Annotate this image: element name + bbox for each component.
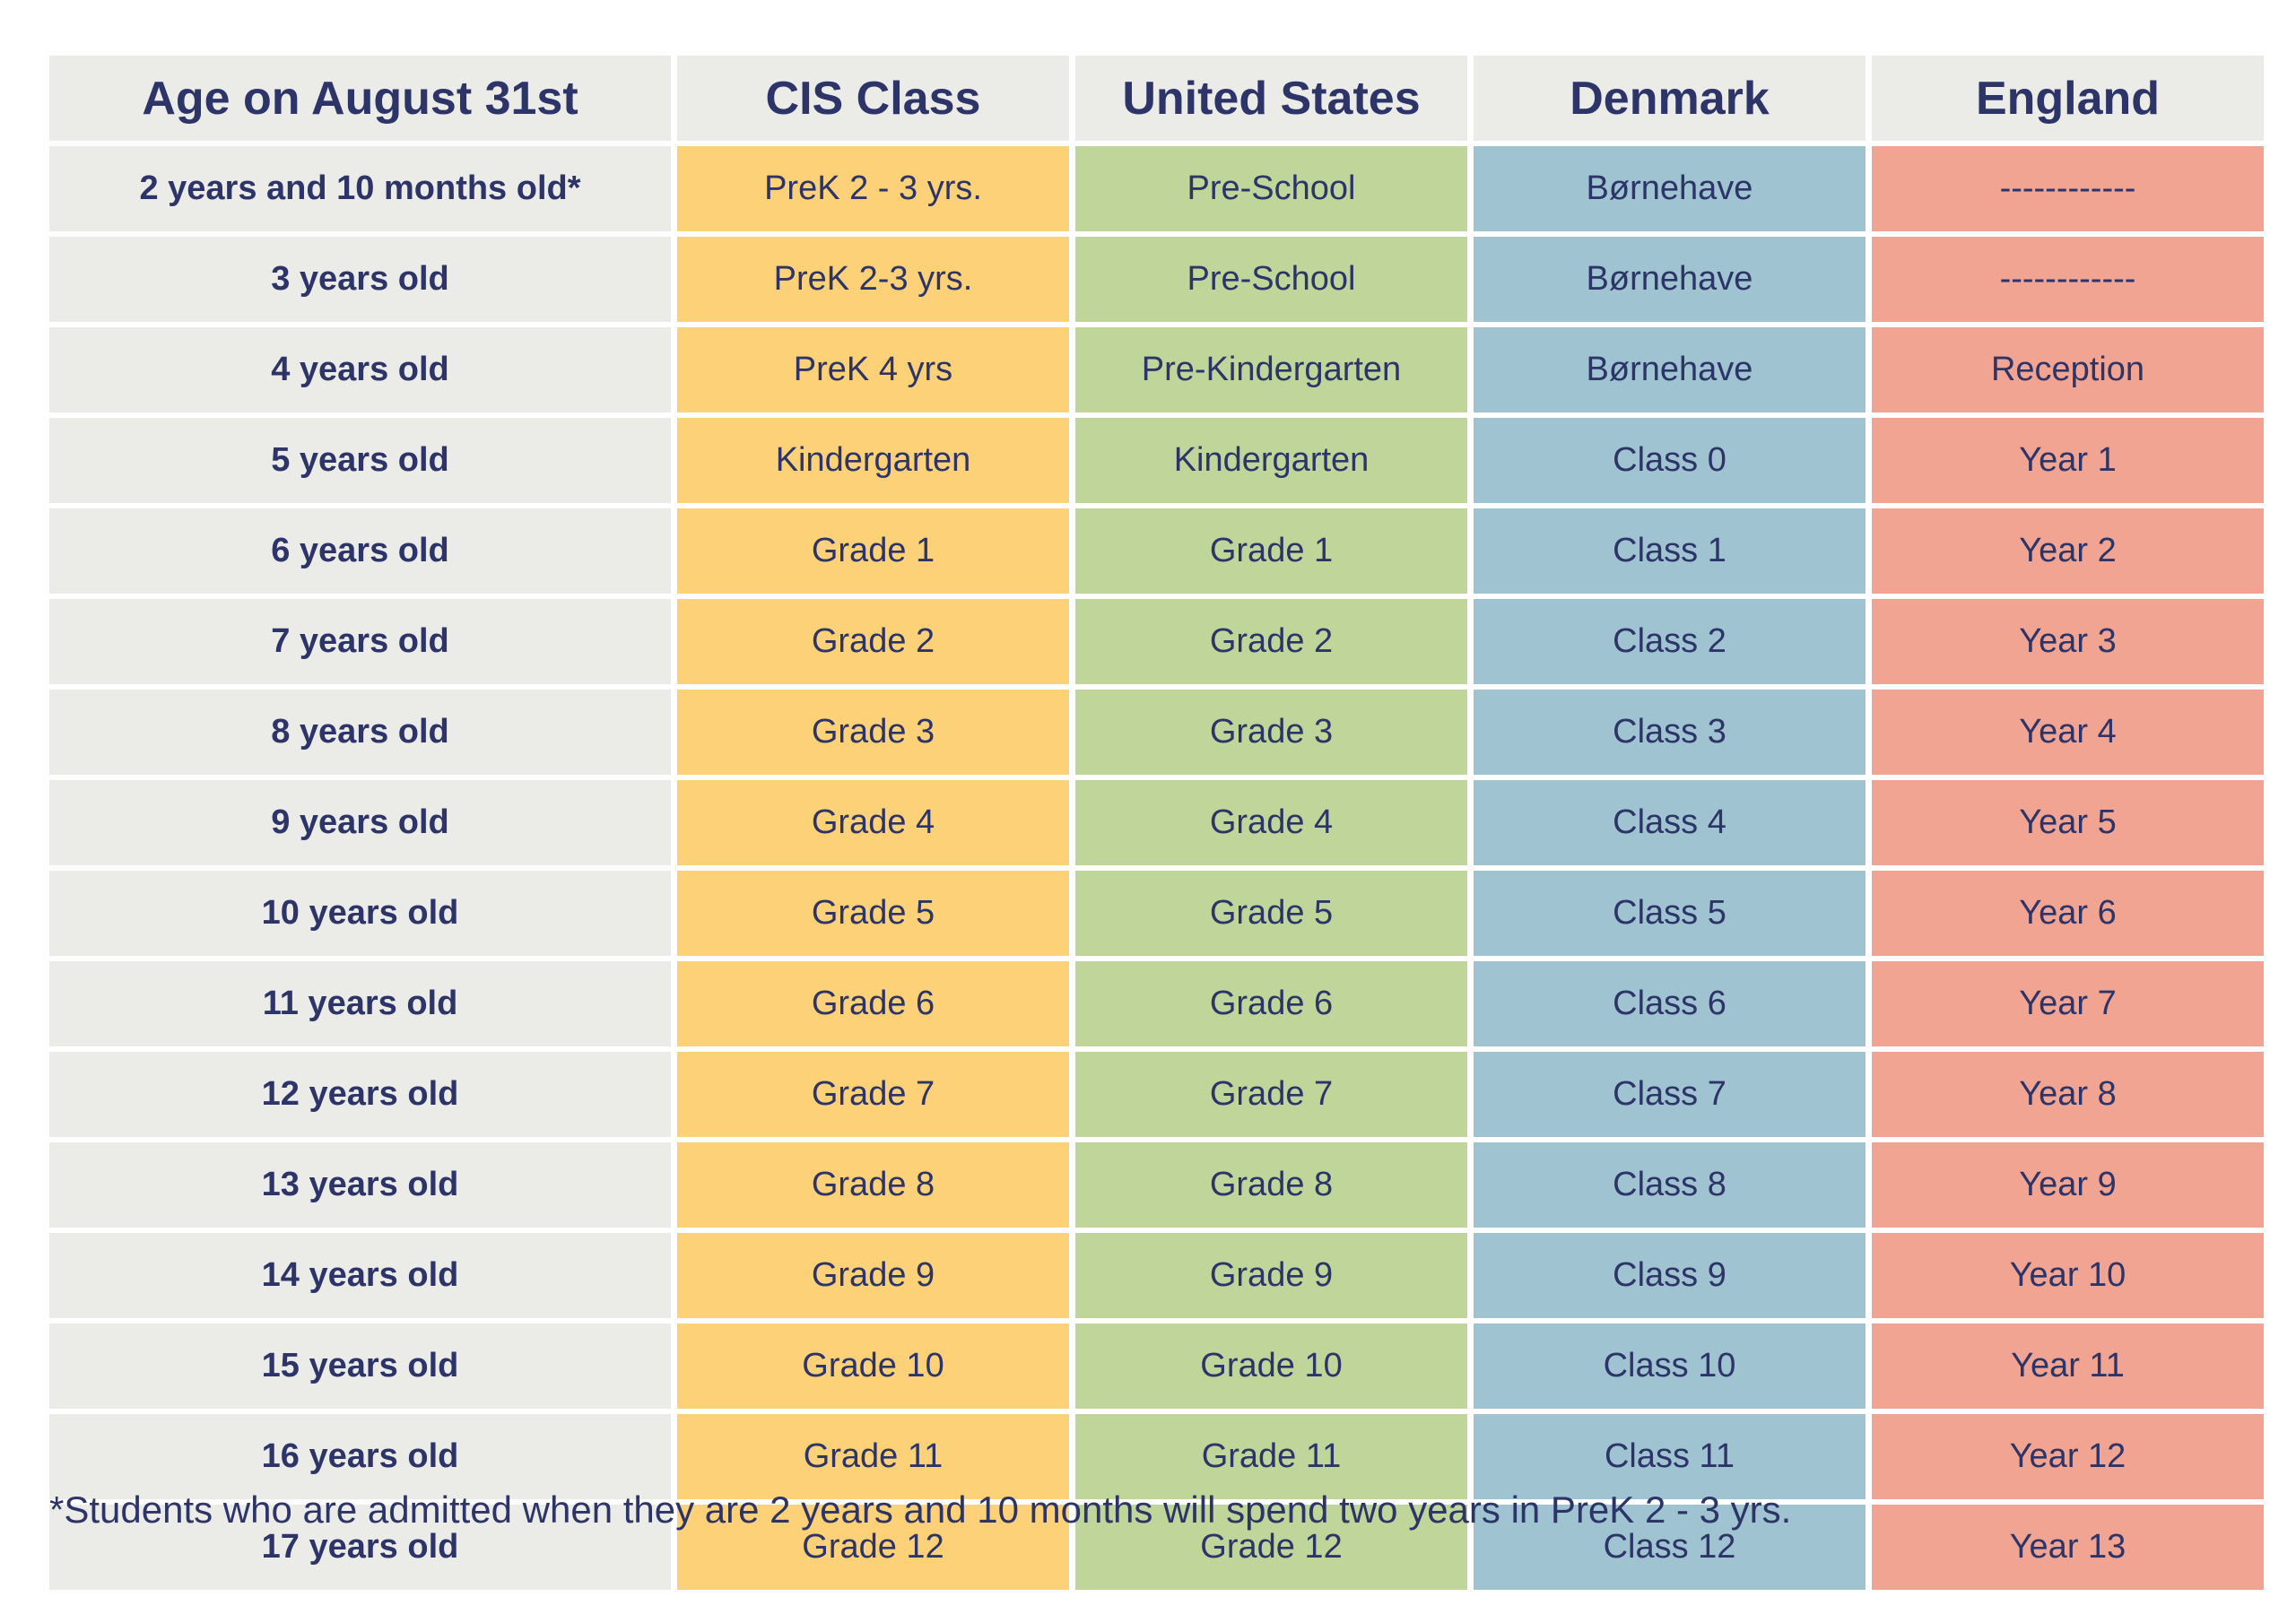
table-cell-cis: Grade 4: [677, 780, 1069, 865]
table-cell-en: Year 5: [1872, 780, 2264, 865]
table-cell-cis: Grade 9: [677, 1233, 1069, 1318]
column-header-age: Age on August 31st: [49, 56, 671, 141]
table-cell-age: 4 years old: [49, 327, 671, 412]
table-cell-age: 17 years old: [49, 1505, 671, 1590]
table-cell-age: 15 years old: [49, 1324, 671, 1409]
table-cell-cis: PreK 2 - 3 yrs.: [677, 146, 1069, 231]
table-cell-cis: Grade 12: [677, 1505, 1069, 1590]
table-cell-us: Grade 12: [1075, 1505, 1467, 1590]
table-cell-dk: Class 0: [1474, 418, 1866, 503]
table-cell-cis: Grade 2: [677, 599, 1069, 684]
footnote: *Students who are admitted when they are…: [49, 1488, 1792, 1531]
table-cell-en: Year 3: [1872, 599, 2264, 684]
table-cell-en: Year 8: [1872, 1052, 2264, 1137]
column-header-us: United States: [1075, 56, 1467, 141]
table-cell-us: Grade 4: [1075, 780, 1467, 865]
table-cell-cis: Grade 5: [677, 871, 1069, 956]
table-cell-dk: Class 6: [1474, 961, 1866, 1046]
table-cell-us: Grade 6: [1075, 961, 1467, 1046]
table-cell-dk: Class 10: [1474, 1324, 1866, 1409]
column-header-cis: CIS Class: [677, 56, 1069, 141]
table-cell-age: 8 years old: [49, 690, 671, 775]
table-cell-age: 10 years old: [49, 871, 671, 956]
table-cell-dk: Class 7: [1474, 1052, 1866, 1137]
table-cell-dk: Class 9: [1474, 1233, 1866, 1318]
table-cell-us: Pre-Kindergarten: [1075, 327, 1467, 412]
table-cell-us: Kindergarten: [1075, 418, 1467, 503]
table-cell-age: 7 years old: [49, 599, 671, 684]
table-cell-cis: Grade 11: [677, 1414, 1069, 1499]
table-cell-us: Grade 11: [1075, 1414, 1467, 1499]
table-cell-cis: PreK 4 yrs: [677, 327, 1069, 412]
table-cell-dk: Class 11: [1474, 1414, 1866, 1499]
table-cell-dk: Børnehave: [1474, 237, 1866, 322]
table-cell-dk: Class 5: [1474, 871, 1866, 956]
table-cell-us: Grade 9: [1075, 1233, 1467, 1318]
table-cell-en: Year 11: [1872, 1324, 2264, 1409]
table-cell-age: 3 years old: [49, 237, 671, 322]
table-cell-us: Pre-School: [1075, 237, 1467, 322]
table-cell-dk: Børnehave: [1474, 146, 1866, 231]
table-cell-us: Grade 8: [1075, 1142, 1467, 1228]
table-cell-us: Grade 3: [1075, 690, 1467, 775]
table-cell-dk: Class 1: [1474, 508, 1866, 594]
table-cell-cis: Grade 8: [677, 1142, 1069, 1228]
table-cell-dk: Class 3: [1474, 690, 1866, 775]
table-cell-en: Year 12: [1872, 1414, 2264, 1499]
table-cell-en: Year 2: [1872, 508, 2264, 594]
table-cell-us: Grade 5: [1075, 871, 1467, 956]
table-cell-us: Grade 1: [1075, 508, 1467, 594]
table-cell-cis: Grade 7: [677, 1052, 1069, 1137]
table-cell-en: Reception: [1872, 327, 2264, 412]
table-cell-us: Pre-School: [1075, 146, 1467, 231]
table-cell-age: 5 years old: [49, 418, 671, 503]
table-cell-en: Year 9: [1872, 1142, 2264, 1228]
table-cell-dk: Børnehave: [1474, 327, 1866, 412]
table-cell-cis: Grade 10: [677, 1324, 1069, 1409]
column-header-dk: Denmark: [1474, 56, 1866, 141]
table-cell-dk: Class 4: [1474, 780, 1866, 865]
table-cell-age: 16 years old: [49, 1414, 671, 1499]
table-cell-cis: Kindergarten: [677, 418, 1069, 503]
table-cell-en: Year 13: [1872, 1505, 2264, 1590]
table-cell-cis: PreK 2-3 yrs.: [677, 237, 1069, 322]
table-cell-us: Grade 10: [1075, 1324, 1467, 1409]
table-cell-age: 13 years old: [49, 1142, 671, 1228]
table-cell-en: Year 6: [1872, 871, 2264, 956]
column-header-en: England: [1872, 56, 2264, 141]
table-cell-en: Year 4: [1872, 690, 2264, 775]
table-cell-dk: Class 12: [1474, 1505, 1866, 1590]
table-cell-age: 6 years old: [49, 508, 671, 594]
table-cell-cis: Grade 6: [677, 961, 1069, 1046]
table-cell-age: 2 years and 10 months old*: [49, 146, 671, 231]
table-cell-age: 14 years old: [49, 1233, 671, 1318]
table-cell-en: ------------: [1872, 146, 2264, 231]
table-cell-cis: Grade 3: [677, 690, 1069, 775]
grade-comparison-table: Age on August 31st CIS Class United States…: [49, 56, 2264, 1590]
table-cell-en: Year 1: [1872, 418, 2264, 503]
table-cell-age: 9 years old: [49, 780, 671, 865]
table-cell-us: Grade 2: [1075, 599, 1467, 684]
table-cell-us: Grade 7: [1075, 1052, 1467, 1137]
table-cell-cis: Grade 1: [677, 508, 1069, 594]
table-cell-age: 11 years old: [49, 961, 671, 1046]
table-cell-en: Year 10: [1872, 1233, 2264, 1318]
table-cell-en: ------------: [1872, 237, 2264, 322]
table-cell-age: 12 years old: [49, 1052, 671, 1137]
table-cell-dk: Class 2: [1474, 599, 1866, 684]
table-cell-dk: Class 8: [1474, 1142, 1866, 1228]
table-cell-en: Year 7: [1872, 961, 2264, 1046]
